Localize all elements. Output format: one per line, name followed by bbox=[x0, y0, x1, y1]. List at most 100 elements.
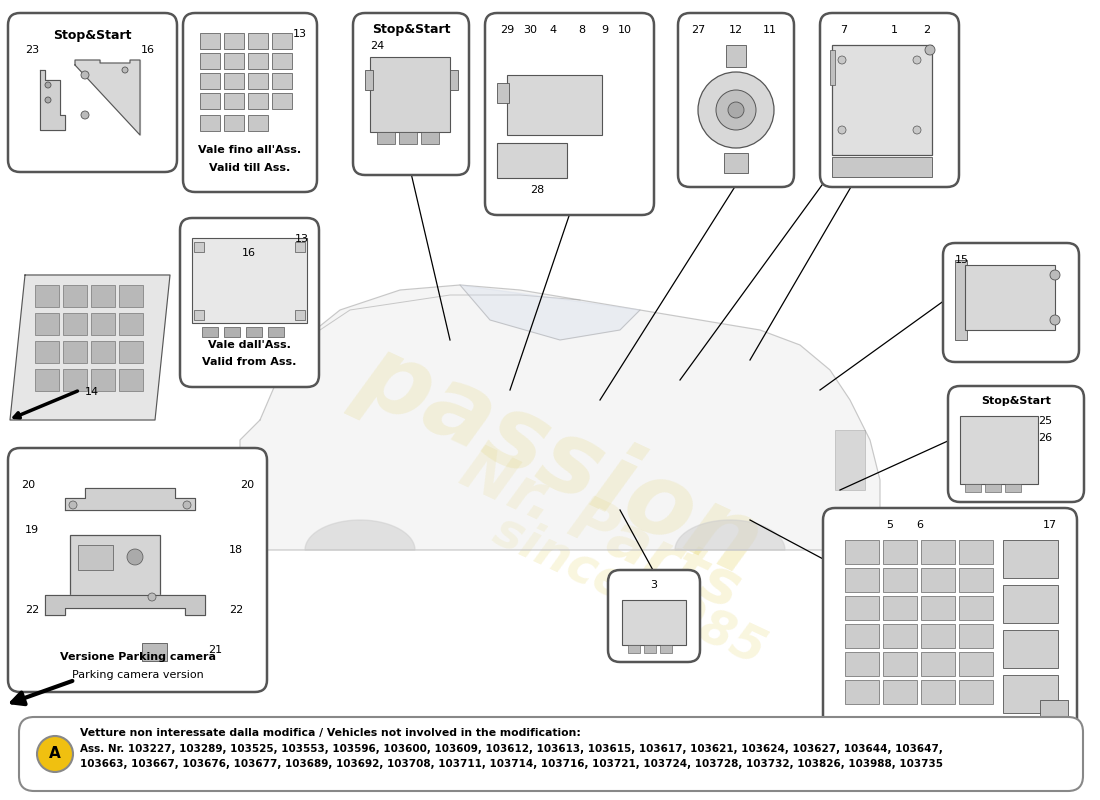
Text: 3: 3 bbox=[650, 580, 658, 590]
Text: 16: 16 bbox=[141, 45, 155, 55]
Circle shape bbox=[37, 736, 73, 772]
FancyBboxPatch shape bbox=[353, 13, 469, 175]
Bar bbox=[921, 680, 955, 704]
Bar bbox=[35, 341, 59, 363]
Bar bbox=[63, 313, 87, 335]
Bar bbox=[883, 596, 917, 620]
Bar bbox=[959, 624, 993, 648]
Bar bbox=[644, 645, 656, 653]
Bar bbox=[272, 73, 292, 89]
Bar bbox=[91, 341, 116, 363]
Bar bbox=[272, 93, 292, 109]
Bar bbox=[660, 645, 672, 653]
Bar bbox=[248, 93, 268, 109]
Text: Versione Parking camera: Versione Parking camera bbox=[59, 652, 216, 662]
Circle shape bbox=[1050, 270, 1060, 280]
Bar bbox=[224, 115, 244, 131]
Bar bbox=[845, 540, 879, 564]
Bar bbox=[78, 545, 113, 570]
Circle shape bbox=[69, 501, 77, 509]
Text: 16: 16 bbox=[242, 248, 256, 258]
Bar bbox=[921, 652, 955, 676]
Circle shape bbox=[838, 126, 846, 134]
Text: 22: 22 bbox=[25, 605, 40, 615]
Circle shape bbox=[183, 501, 191, 509]
Circle shape bbox=[126, 549, 143, 565]
Bar bbox=[91, 285, 116, 307]
Text: Vale dall'Ass.: Vale dall'Ass. bbox=[208, 340, 290, 350]
Bar bbox=[959, 680, 993, 704]
Text: 8: 8 bbox=[579, 25, 585, 35]
Text: 12: 12 bbox=[729, 25, 744, 35]
Text: 5: 5 bbox=[887, 520, 893, 530]
Text: 2: 2 bbox=[923, 25, 931, 35]
Text: 10: 10 bbox=[618, 25, 632, 35]
Bar bbox=[365, 70, 373, 90]
Text: 19: 19 bbox=[25, 525, 40, 535]
Bar bbox=[845, 568, 879, 592]
Text: 11: 11 bbox=[763, 25, 777, 35]
Bar bbox=[1040, 700, 1068, 740]
Bar bbox=[921, 568, 955, 592]
Text: 103663, 103667, 103676, 103677, 103689, 103692, 103708, 103711, 103714, 103716, : 103663, 103667, 103676, 103677, 103689, … bbox=[80, 759, 943, 769]
Bar bbox=[832, 45, 932, 155]
Circle shape bbox=[45, 97, 51, 103]
Bar bbox=[119, 341, 143, 363]
Bar bbox=[224, 93, 244, 109]
Bar bbox=[272, 33, 292, 49]
Polygon shape bbox=[65, 488, 195, 510]
Bar bbox=[295, 310, 305, 320]
Text: 13: 13 bbox=[293, 29, 307, 39]
Bar bbox=[507, 75, 602, 135]
Polygon shape bbox=[460, 285, 640, 340]
Text: 6: 6 bbox=[916, 520, 924, 530]
FancyBboxPatch shape bbox=[678, 13, 794, 187]
Circle shape bbox=[148, 593, 156, 601]
Bar bbox=[142, 643, 167, 661]
Bar bbox=[70, 535, 160, 605]
Circle shape bbox=[913, 56, 921, 64]
Bar bbox=[832, 157, 932, 177]
Bar bbox=[119, 369, 143, 391]
Bar bbox=[200, 53, 220, 69]
Bar bbox=[268, 327, 284, 337]
Bar bbox=[200, 93, 220, 109]
Bar bbox=[959, 568, 993, 592]
Circle shape bbox=[925, 45, 935, 55]
Bar bbox=[63, 285, 87, 307]
Bar bbox=[450, 70, 458, 90]
Bar bbox=[830, 50, 835, 85]
Bar bbox=[955, 260, 967, 340]
Bar bbox=[192, 238, 307, 323]
Bar bbox=[200, 33, 220, 49]
Bar bbox=[883, 624, 917, 648]
Circle shape bbox=[698, 72, 774, 148]
Bar bbox=[202, 327, 218, 337]
Bar bbox=[497, 83, 509, 103]
Bar bbox=[35, 369, 59, 391]
Bar bbox=[119, 285, 143, 307]
Circle shape bbox=[913, 126, 921, 134]
Bar bbox=[984, 484, 1001, 492]
Circle shape bbox=[716, 90, 756, 130]
FancyBboxPatch shape bbox=[608, 570, 700, 662]
Text: Stop&Start: Stop&Start bbox=[53, 29, 132, 42]
Bar bbox=[959, 652, 993, 676]
Bar bbox=[35, 313, 59, 335]
Bar bbox=[377, 132, 395, 144]
Text: 13: 13 bbox=[295, 234, 309, 244]
Text: 15: 15 bbox=[955, 255, 969, 265]
Text: 20: 20 bbox=[240, 480, 254, 490]
Text: Stop&Start: Stop&Start bbox=[981, 396, 1050, 406]
Bar bbox=[960, 416, 1038, 484]
Bar bbox=[1003, 585, 1058, 623]
Polygon shape bbox=[675, 520, 785, 550]
Bar bbox=[497, 143, 566, 178]
Text: 18: 18 bbox=[229, 545, 243, 555]
Bar bbox=[272, 53, 292, 69]
Bar bbox=[845, 596, 879, 620]
Polygon shape bbox=[75, 60, 140, 135]
Text: 20: 20 bbox=[21, 480, 35, 490]
Text: 26: 26 bbox=[1038, 433, 1052, 443]
Bar bbox=[845, 624, 879, 648]
